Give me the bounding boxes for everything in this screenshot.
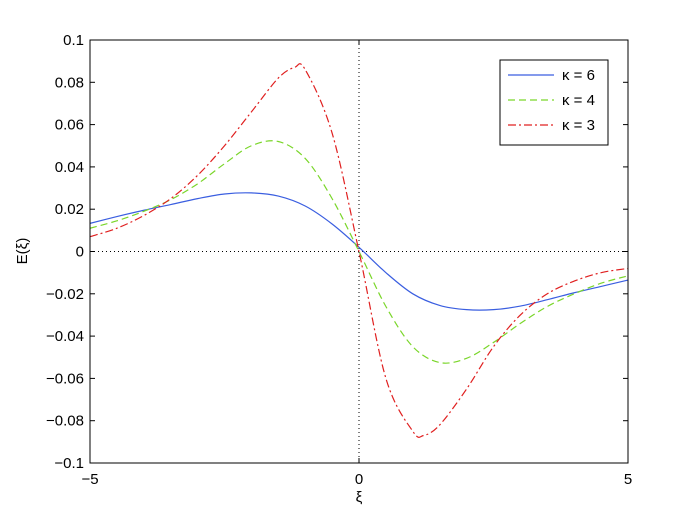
- y-tick-label: 0.1: [63, 32, 84, 49]
- plot-area: 0.1 0.08 0.06 0.04 0.02 0 −0.02 −0.04 −0.06 −0.08…: [46, 32, 632, 488]
- y-tick-label: 0.08: [55, 74, 84, 91]
- legend-label: κ = 3: [562, 117, 595, 134]
- axes-frame: [89, 39, 629, 464]
- legend-label: κ = 4: [562, 92, 595, 109]
- y-tick-label: 0.06: [55, 117, 84, 134]
- y-tick-label: −0.1: [54, 455, 84, 472]
- y-axis-label: E(ξ): [14, 238, 31, 265]
- legend-label: κ = 6: [562, 67, 595, 84]
- y-tick-label: 0.02: [55, 201, 84, 218]
- y-tick-label: 0: [76, 244, 84, 261]
- y-tick-label: 0.04: [55, 159, 84, 176]
- y-tick-label: −0.08: [46, 413, 84, 430]
- legend: κ = 6 κ = 4 κ = 3: [499, 59, 609, 146]
- y-tick-label: −0.04: [46, 328, 84, 345]
- y-tick-label: −0.06: [46, 370, 84, 387]
- y-tick-label: −0.02: [46, 286, 84, 303]
- x-tick-label: 5: [624, 471, 632, 488]
- series-line-1: [89, 192, 629, 311]
- legend-box: [499, 59, 609, 146]
- x-tick-label: −5: [81, 471, 98, 488]
- series-line-3: [89, 63, 629, 438]
- series-line-2: [89, 140, 629, 364]
- x-tick-label: 0: [355, 471, 363, 488]
- x-axis-label: ξ: [356, 489, 363, 506]
